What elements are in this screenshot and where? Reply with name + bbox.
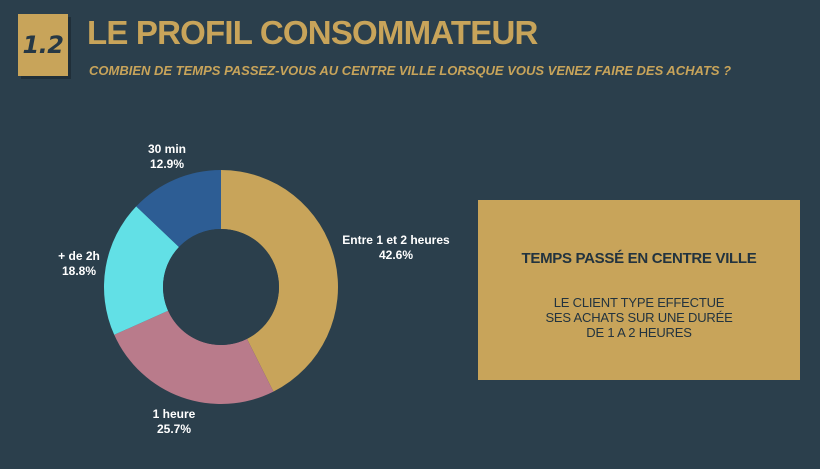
slice-percent: 42.6% [378,248,414,262]
slice-percent: 12.9% [149,157,185,171]
section-number-badge: 1.2 [18,14,68,76]
callout-body: LE CLIENT TYPE EFFECTUE SES ACHATS SUR U… [478,295,800,340]
donut-slice-30-min [136,170,221,248]
slice-name: 1 heure [152,407,196,421]
callout-line: DE 1 A 2 HEURES [586,325,692,340]
slice-label-entre-1-et-2-heures: Entre 1 et 2 heures 42.6% [342,233,449,263]
question-subtitle: COMBIEN DE TEMPS PASSEZ-VOUS AU CENTRE V… [89,63,732,78]
summary-callout: TEMPS PASSÉ EN CENTRE VILLE LE CLIENT TY… [478,200,800,380]
slice-label-plus-de-2h: + de 2h 18.8% [58,249,100,279]
callout-line: LE CLIENT TYPE EFFECTUE [553,295,725,310]
callout-title: TEMPS PASSÉ EN CENTRE VILLE [521,250,757,267]
donut-slice-de-2h [104,206,179,335]
callout-line: SES ACHATS SUR UNE DURÉE [545,310,733,325]
slice-name: + de 2h [58,249,100,263]
donut-slice-1-heure [114,310,274,404]
slice-percent: 18.8% [61,264,97,278]
slice-name: 30 min [147,142,187,156]
slice-name: Entre 1 et 2 heures [342,233,450,247]
slice-percent: 25.7% [156,422,192,436]
donut-slice-entre-1-et-2-heures [221,170,339,392]
donut-hole [163,229,279,345]
slice-label-30-min: 30 min 12.9% [148,142,186,172]
slice-label-1-heure: 1 heure 25.7% [153,407,196,437]
page-title: LE PROFIL CONSOMMATEUR [87,14,538,51]
section-number: 1.2 [22,31,64,59]
